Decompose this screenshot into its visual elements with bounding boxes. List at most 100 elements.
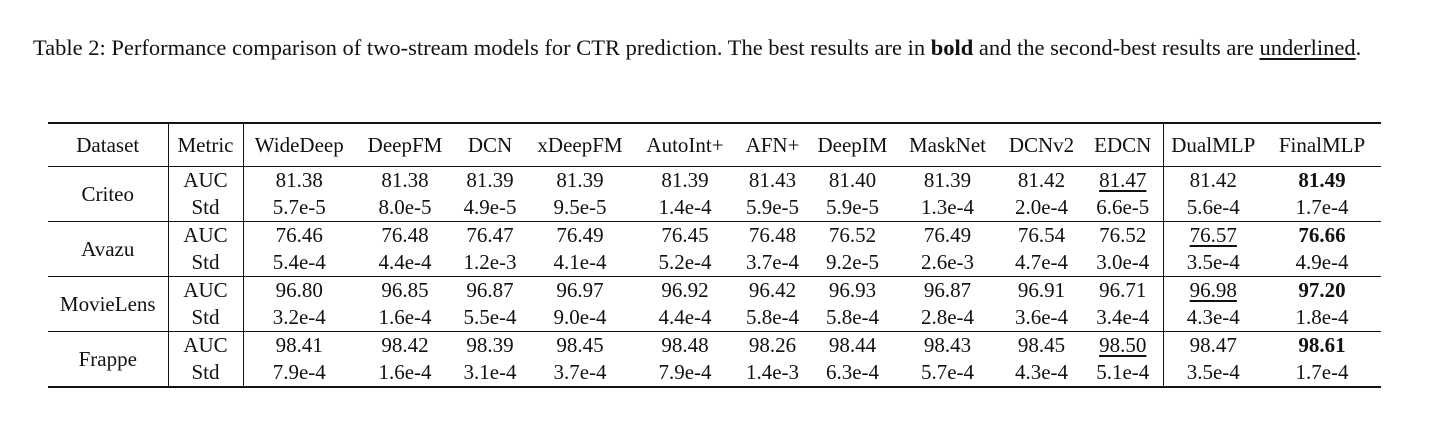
table-row: MovieLens AUC 96.80 96.85 96.87 96.97 96.92 96.… (48, 276, 1381, 332)
value-cell: 5.8e-4 (810, 304, 895, 332)
value: 81.42 (1017, 168, 1066, 192)
caption-text: Table 2: Performance comparison of two-s… (33, 35, 931, 60)
value: 97.20 (1298, 278, 1346, 302)
value: 98.47 (1189, 333, 1237, 357)
value: 5.9e-5 (745, 195, 800, 219)
value-cell: 3.5e-4 (1163, 359, 1263, 387)
value-cell: 76.48 (355, 222, 455, 250)
value-cell: 4.9e-5 (455, 194, 525, 222)
value-cell: 4.3e-4 (1000, 359, 1083, 387)
value-cell: 3.5e-4 (1163, 249, 1263, 277)
value: 6.6e-5 (1096, 195, 1150, 219)
value: 76.48 (748, 223, 797, 247)
value-cell: 98.39 (455, 332, 525, 360)
value: 81.39 (661, 168, 709, 192)
value: 4.4e-4 (658, 305, 712, 329)
value: 7.9e-4 (272, 360, 326, 384)
value: 81.42 (1189, 168, 1237, 192)
value-cell: 6.6e-5 (1083, 194, 1164, 222)
value-cell: 81.38 (355, 167, 455, 195)
value-cell: 5.7e-4 (895, 359, 1000, 387)
value: 96.71 (1099, 278, 1147, 302)
value: 5.8e-4 (825, 305, 880, 329)
value-cell: 76.52 (810, 222, 895, 250)
value-cell: 81.49 (1263, 167, 1381, 195)
value-cell: 4.3e-4 (1163, 304, 1263, 332)
column-header: DCNv2 (1000, 123, 1083, 167)
value: 98.43 (923, 333, 972, 357)
value-cell: 97.20 (1263, 277, 1381, 305)
dataset-cell: Frappe (48, 331, 169, 387)
value-cell: 76.52 (1083, 221, 1164, 249)
caption-bold: bold (930, 35, 974, 60)
value-cell: 5.9e-5 (810, 194, 895, 222)
value: 96.42 (748, 278, 797, 302)
dataset-group: Avazu AUC 76.46 76.48 76.47 76.49 76.45 76.48 76… (48, 221, 1381, 277)
metric-cell: AUC (168, 276, 244, 304)
value-cell: 1.4e-3 (735, 359, 810, 387)
table-row: Std 3.2e-4 1.6e-4 5.5e-4 9.0e-4 4.4e-4 5.8e-4 5… (48, 304, 1381, 332)
value-cell: 81.47 (1083, 166, 1164, 194)
column-header: WideDeep (243, 123, 355, 167)
value: 76.52 (828, 223, 877, 247)
value: 9.5e-5 (553, 195, 607, 219)
value: 76.57 (1189, 223, 1237, 247)
value-cell: 76.47 (455, 222, 525, 250)
value-cell: 98.48 (635, 332, 735, 360)
value: 3.0e-4 (1096, 250, 1150, 274)
value-cell: 5.8e-4 (735, 304, 810, 332)
value-cell: 5.7e-5 (243, 194, 355, 222)
value: 96.87 (466, 278, 514, 302)
table-row: Std 7.9e-4 1.6e-4 3.1e-4 3.7e-4 7.9e-4 1.4e-3 6… (48, 359, 1381, 387)
value-cell: 3.6e-4 (1000, 304, 1083, 332)
value-cell: 5.5e-4 (455, 304, 525, 332)
value: 81.43 (748, 168, 797, 192)
value: 9.2e-5 (825, 250, 880, 274)
column-header: xDeepFM (525, 123, 635, 167)
value-cell: 3.7e-4 (735, 249, 810, 277)
metric-cell: Std (168, 249, 244, 277)
value-cell: 1.2e-3 (455, 249, 525, 277)
value: 96.91 (1017, 278, 1066, 302)
value-cell: 81.40 (810, 167, 895, 195)
value-cell: 98.45 (1000, 332, 1083, 360)
value-cell: 81.42 (1000, 167, 1083, 195)
value-cell: 76.54 (1000, 222, 1083, 250)
value-cell: 3.1e-4 (455, 359, 525, 387)
table-row: Frappe AUC 98.41 98.42 98.39 98.45 98.48 98.26 9… (48, 331, 1381, 387)
value: 76.52 (1099, 223, 1147, 247)
value-cell: 81.43 (735, 167, 810, 195)
value: 4.9e-5 (463, 195, 517, 219)
value-cell: 81.39 (455, 167, 525, 195)
value-cell: 4.4e-4 (355, 249, 455, 277)
value: 4.7e-4 (1014, 250, 1069, 274)
value: 1.6e-4 (378, 305, 432, 329)
value: 4.4e-4 (378, 250, 432, 274)
results-table: Dataset Metric WideDeep DeepFM DCN xDeepFM Aut… (48, 122, 1381, 388)
value-cell: 98.44 (810, 332, 895, 360)
dataset-cell: MovieLens (48, 276, 169, 332)
value: 1.4e-4 (658, 195, 712, 219)
value: 81.38 (381, 168, 429, 192)
value: 98.39 (466, 333, 514, 357)
value: 76.45 (661, 223, 709, 247)
metric-cell: Std (168, 359, 244, 387)
value-cell: 4.1e-4 (525, 249, 635, 277)
value: 5.2e-4 (658, 250, 712, 274)
value-cell: 96.93 (810, 277, 895, 305)
value: 1.8e-4 (1295, 305, 1349, 329)
value: 3.6e-4 (1014, 305, 1069, 329)
value-cell: 1.4e-4 (635, 194, 735, 222)
value-cell: 9.5e-5 (525, 194, 635, 222)
value-cell: 3.4e-4 (1083, 304, 1164, 332)
value-cell: 5.4e-4 (243, 249, 355, 277)
value-cell: 76.66 (1263, 222, 1381, 250)
value-cell: 96.92 (635, 277, 735, 305)
metric-cell: AUC (168, 221, 244, 249)
value-cell: 81.39 (525, 167, 635, 195)
value-cell: 1.7e-4 (1263, 194, 1381, 222)
value-cell: 7.9e-4 (243, 359, 355, 387)
value-cell: 8.0e-5 (355, 194, 455, 222)
value: 81.39 (556, 168, 604, 192)
value: 3.4e-4 (1096, 305, 1150, 329)
